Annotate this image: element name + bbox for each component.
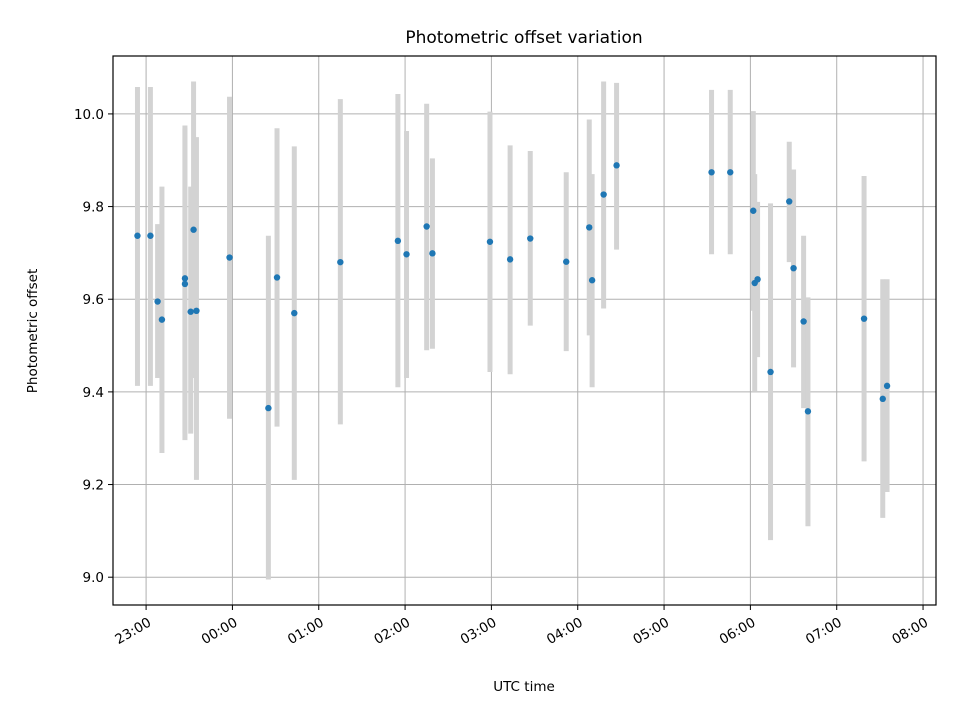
data-point — [800, 318, 807, 325]
data-point — [265, 404, 272, 412]
data-point — [273, 274, 281, 281]
data-point — [767, 368, 774, 376]
data-point — [790, 264, 797, 272]
data-point — [181, 280, 189, 288]
data-point — [600, 191, 607, 198]
data-points — [134, 162, 891, 415]
data-point — [883, 382, 891, 390]
data-point — [187, 308, 194, 315]
x-tick-label: 03:00 — [458, 615, 500, 648]
data-point — [527, 235, 534, 242]
data-point — [394, 237, 402, 245]
x-axis-label: UTC time — [493, 679, 555, 695]
y-tick-label: 9.2 — [83, 478, 104, 494]
x-tick-label: 00:00 — [199, 615, 241, 648]
x-tick-label: 07:00 — [803, 615, 845, 648]
data-point — [337, 258, 344, 266]
chart-title: Photometric offset variation — [405, 28, 642, 48]
y-tick-label: 9.8 — [83, 200, 104, 216]
grid-lines — [113, 56, 936, 605]
data-point — [147, 232, 154, 239]
error-bars — [134, 81, 890, 580]
data-point — [193, 307, 200, 315]
y-tick-label: 10.0 — [74, 107, 104, 123]
data-point — [134, 232, 141, 239]
x-tick-label: 23:00 — [112, 615, 154, 648]
data-point — [754, 276, 761, 283]
data-point — [879, 395, 886, 403]
x-tick-label: 02:00 — [371, 615, 413, 648]
y-axis-label: Photometric offset — [25, 269, 41, 393]
data-point — [403, 251, 410, 258]
data-point — [154, 298, 161, 305]
data-point — [423, 223, 430, 230]
data-point — [708, 169, 715, 176]
y-tick-label: 9.4 — [83, 385, 104, 401]
data-point — [486, 238, 494, 245]
data-point — [226, 254, 233, 261]
x-tick-label: 08:00 — [889, 615, 931, 648]
data-point — [506, 256, 514, 263]
data-point — [786, 198, 793, 205]
x-tick-label: 04:00 — [544, 615, 586, 648]
data-point — [563, 258, 570, 265]
data-point — [727, 169, 734, 176]
data-point — [429, 250, 436, 257]
data-point — [588, 277, 596, 284]
data-point — [750, 207, 757, 214]
data-point — [804, 408, 812, 415]
y-tick-label: 9.0 — [83, 570, 104, 586]
data-point — [181, 275, 189, 282]
y-tick-label: 9.6 — [83, 292, 104, 308]
data-point — [860, 315, 868, 322]
x-tick-label: 05:00 — [630, 615, 672, 648]
plot-area-frame — [112, 55, 937, 606]
data-point — [586, 224, 593, 231]
data-point — [291, 309, 298, 317]
data-point — [158, 316, 166, 323]
data-point — [190, 226, 197, 233]
x-tick-label: 01:00 — [285, 615, 327, 648]
data-point — [613, 162, 620, 169]
x-tick-label: 06:00 — [717, 615, 759, 648]
